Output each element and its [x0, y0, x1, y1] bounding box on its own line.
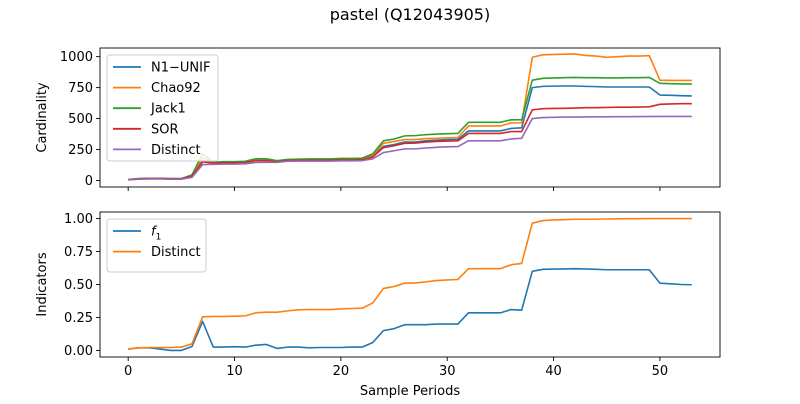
legend-label-0-2: Jack1: [150, 102, 186, 117]
y-axis-label-0: Cardinality: [35, 82, 50, 153]
x-tick-label-1-0: 0: [124, 364, 132, 379]
x-tick-label-1-2: 20: [333, 364, 350, 379]
figure-title: pastel (Q12043905): [330, 5, 490, 24]
series-line-0-2: [128, 76, 692, 181]
y-tick-label-0-4: 1000: [60, 50, 93, 65]
x-tick-label-1-1: 10: [226, 364, 243, 379]
series-line-0-4: [128, 115, 692, 181]
x-tick-label-1-4: 40: [545, 364, 562, 379]
y-tick-label-1-1: 0.25: [64, 311, 93, 326]
x-tick-label-1-3: 30: [439, 364, 456, 379]
y-tick-label-0-3: 750: [68, 81, 93, 96]
y-tick-label-0-1: 250: [68, 143, 93, 158]
x-axis-label-1: Sample Periods: [360, 384, 460, 399]
indicators-panel: 0 10 20 30 40 50 0.00 0.25 0.50 0.75 1.00 Indicator…: [35, 211, 721, 399]
y-tick-label-1-4: 1.00: [64, 212, 93, 227]
y-axis-label-1: Indicators: [35, 252, 50, 316]
legend-label-0-3: SOR: [151, 122, 179, 137]
legend-box-1: [106, 218, 207, 273]
y-tick-label-1-2: 0.50: [64, 278, 93, 293]
x-tick-label-1-5: 50: [652, 364, 669, 379]
legend-label-0-1: Chao92: [151, 81, 201, 96]
legend-box-0: [106, 54, 219, 162]
legend-label-1-1: Distinct: [151, 245, 201, 260]
legend-label-1-0: f1: [151, 225, 161, 243]
series-line-0-3: [128, 102, 692, 181]
y-tick-label-1-0: 0.00: [64, 344, 93, 359]
plot-frame-0: [99, 47, 721, 188]
series-line-1-0: [128, 267, 692, 352]
y-tick-label-0-0: 0: [85, 174, 93, 189]
y-tick-label-0-2: 500: [68, 112, 93, 127]
y-tick-label-1-3: 0.75: [64, 245, 93, 260]
series-line-1-1: [128, 217, 692, 350]
cardinality-panel: 0 250 500 750 1000 Cardinality N1−UNIF Chao92 Ja…: [35, 47, 721, 191]
legend-label-0-4: Distinct: [151, 143, 201, 158]
legend-label-0-0: N1−UNIF: [151, 61, 210, 76]
